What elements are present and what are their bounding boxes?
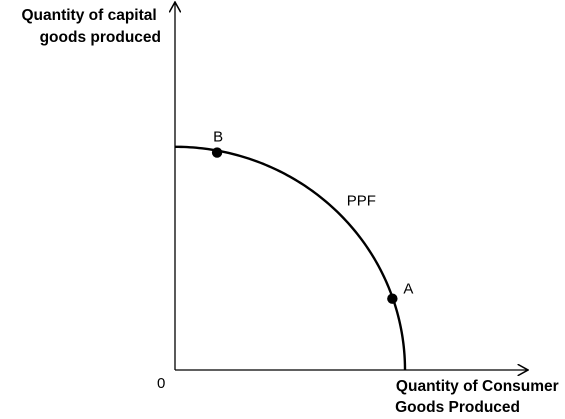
x-axis-title: Quantity of Consumer Goods Produced: [395, 378, 563, 416]
x-axis-title-line-1: Quantity of Consumer: [396, 378, 559, 395]
plot-area: PPF B A: [174, 129, 413, 371]
origin-label: 0: [157, 375, 165, 392]
y-axis-title-line-2: goods produced: [40, 29, 161, 46]
ppf-curve: [174, 145, 407, 371]
point-a-label: A: [403, 281, 413, 298]
point-a: [387, 293, 398, 304]
y-axis-title: Quantity of capital goods produced: [21, 7, 161, 46]
y-axis-title-line-1: Quantity of capital: [21, 7, 156, 24]
ppf-curve-label: PPF: [347, 192, 376, 209]
point-b: [211, 147, 223, 158]
x-axis-title-line-2: Goods Produced: [395, 399, 520, 416]
point-b-label: B: [213, 129, 223, 146]
